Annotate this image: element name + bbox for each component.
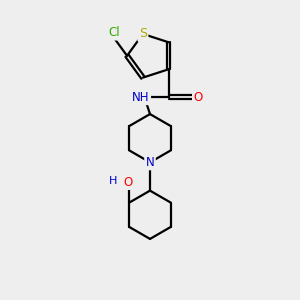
- Text: H: H: [109, 176, 117, 186]
- Text: N: N: [146, 156, 154, 169]
- Text: S: S: [139, 27, 147, 40]
- Text: Cl: Cl: [108, 26, 120, 39]
- Text: O: O: [194, 91, 202, 104]
- Text: NH: NH: [132, 91, 150, 104]
- Text: O: O: [123, 176, 132, 189]
